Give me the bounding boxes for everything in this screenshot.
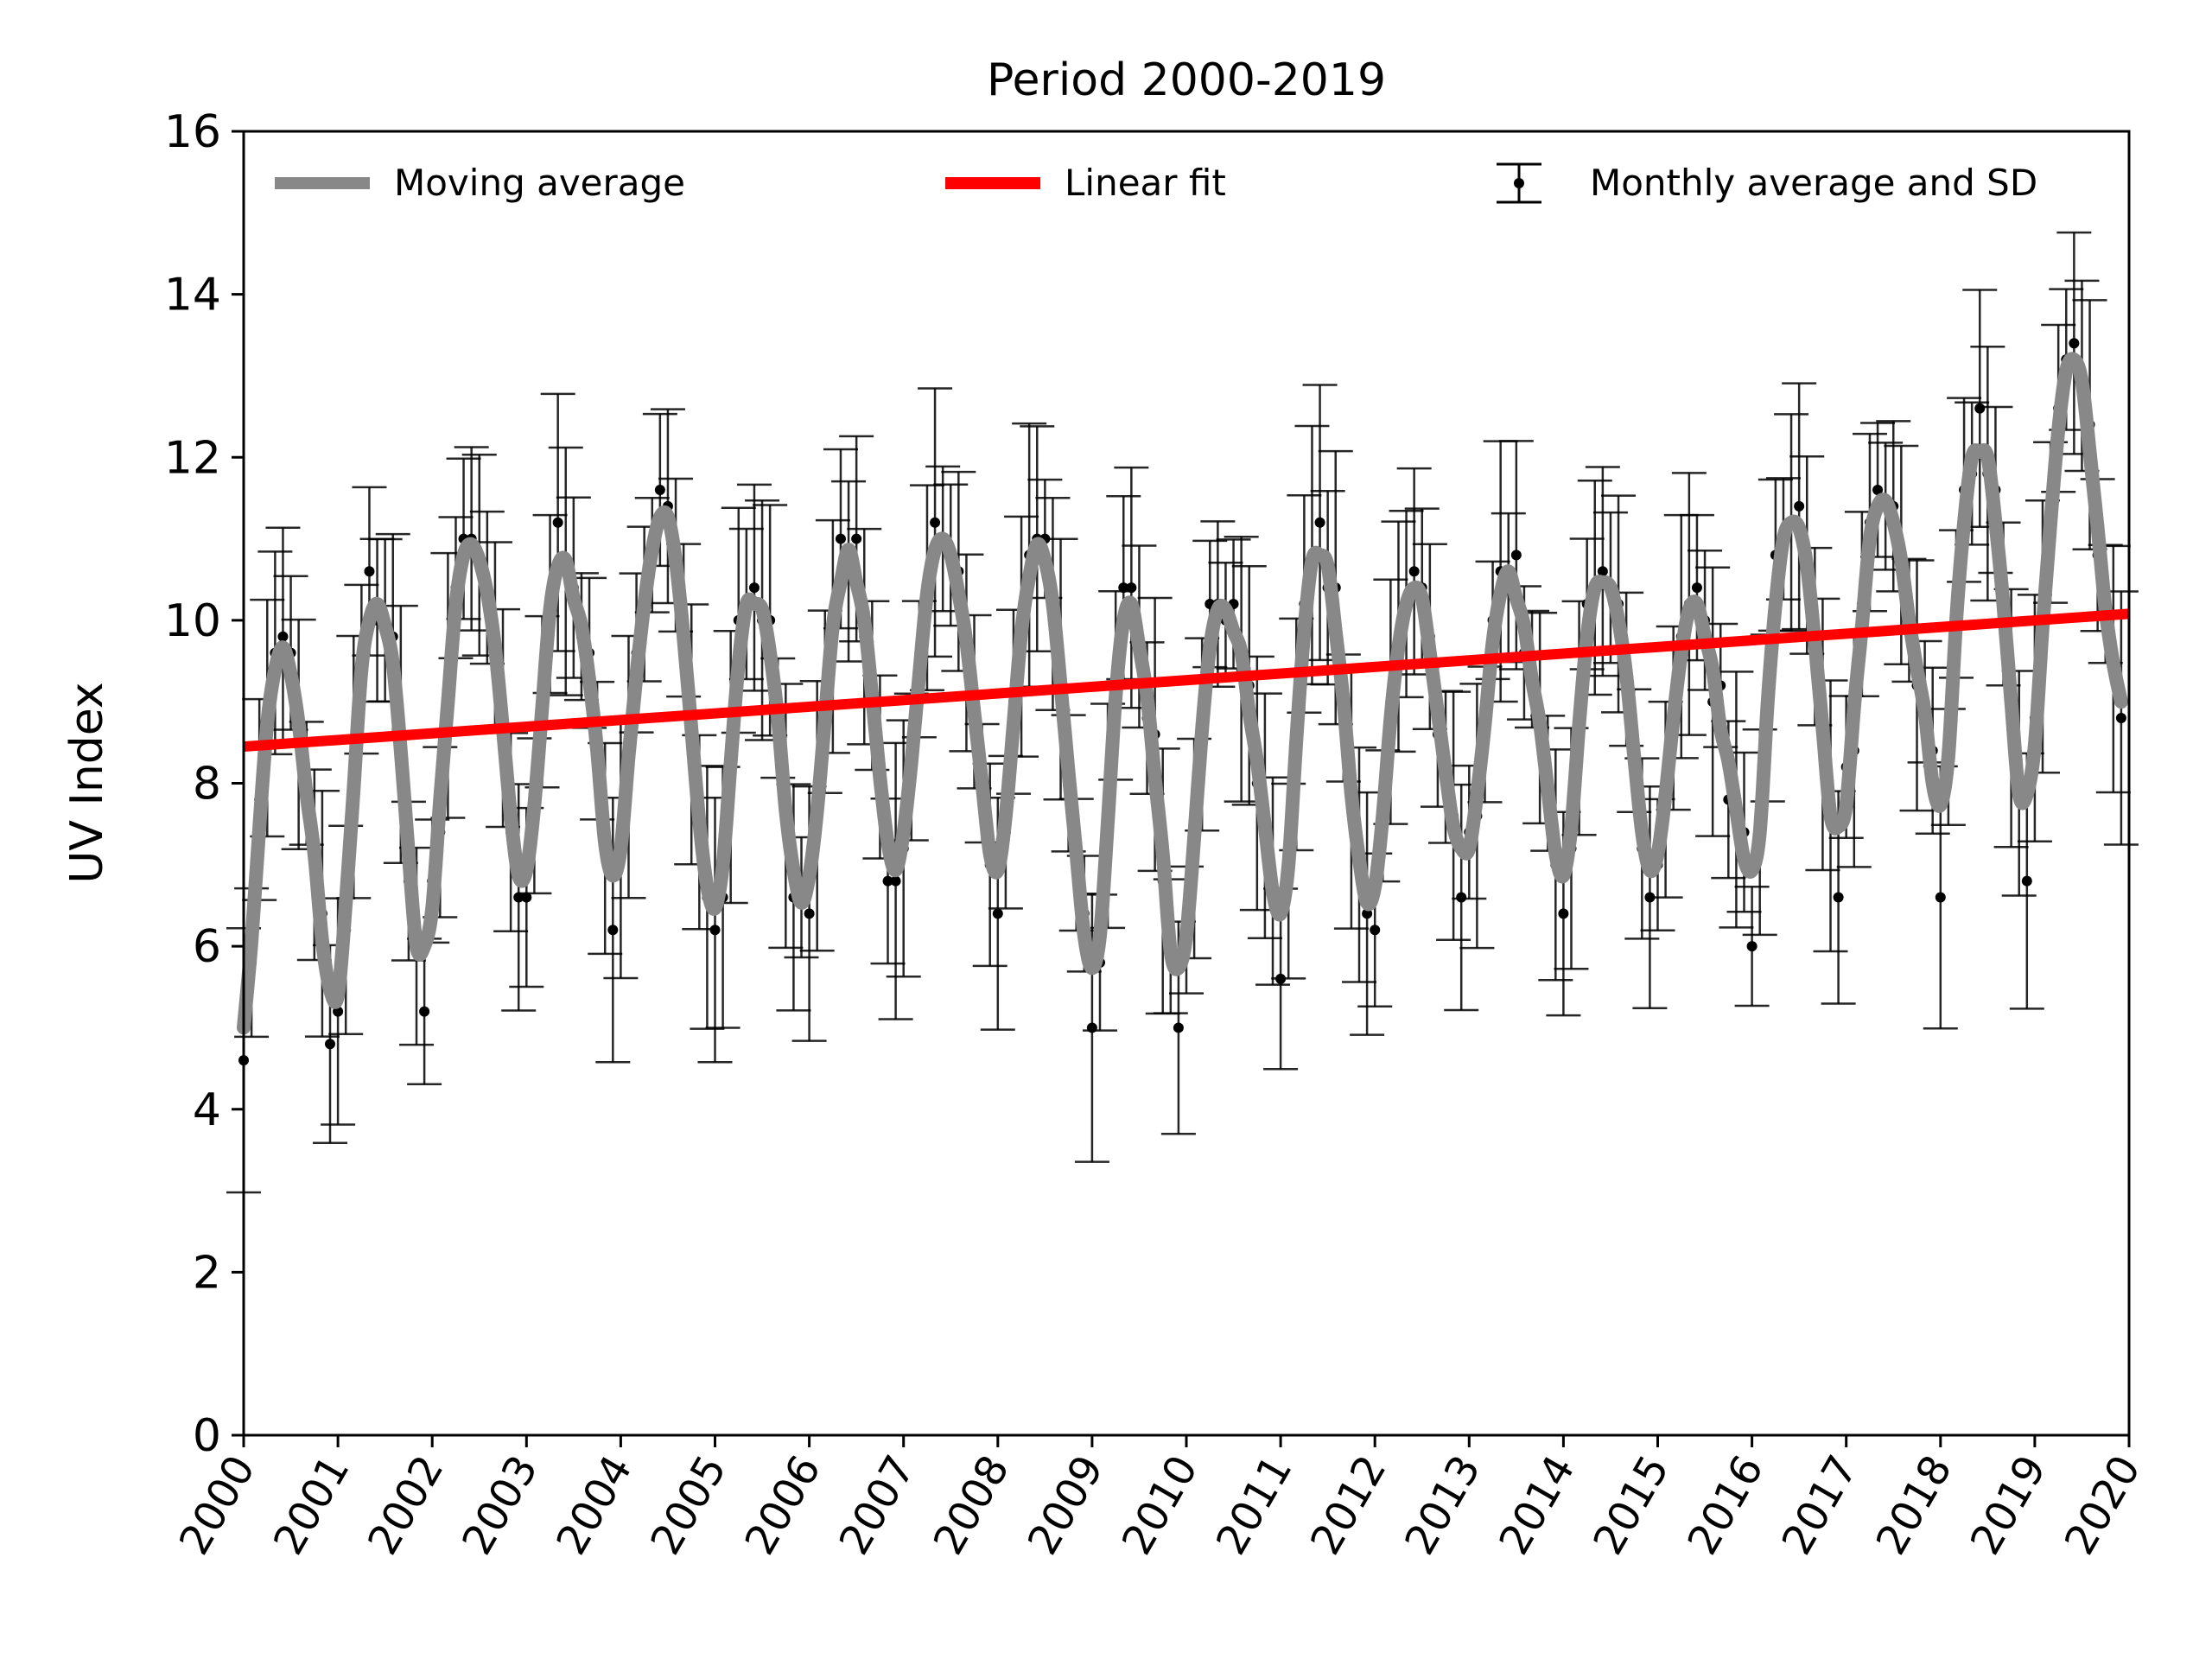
monthly-point xyxy=(277,631,289,642)
x-tick-label: 2005 xyxy=(641,1447,736,1563)
monthly-point xyxy=(1314,517,1325,528)
linear-fit-line xyxy=(243,608,2130,753)
x-tick-label: 2011 xyxy=(1207,1447,1302,1563)
y-tick-label: 6 xyxy=(193,921,221,973)
monthly-point xyxy=(709,925,721,936)
legend-linear-fit-label: Linear fit xyxy=(1065,162,1226,204)
y-tick-label: 8 xyxy=(193,759,221,810)
x-tick-label: 2000 xyxy=(170,1447,265,1563)
monthly-point xyxy=(1833,892,1844,903)
legend-monthly-swatch xyxy=(1497,162,1541,204)
monthly-point xyxy=(2115,713,2126,724)
monthly-point xyxy=(364,566,375,577)
monthly-point xyxy=(1558,908,1569,919)
x-tick-label: 2017 xyxy=(1773,1447,1868,1563)
x-tick-label: 2012 xyxy=(1301,1447,1396,1563)
monthly-point xyxy=(654,484,665,495)
monthly-point xyxy=(1691,582,1702,594)
y-axis: 0 2 4 6 8 10 12 14 16 xyxy=(164,106,244,1462)
monthly-point xyxy=(992,908,1003,919)
x-tick-label: 2008 xyxy=(925,1447,1020,1563)
legend-monthly-label: Monthly average and SD xyxy=(1590,162,2037,204)
y-tick-label: 16 xyxy=(164,106,221,158)
monthly-point xyxy=(2069,338,2080,349)
monthly-point xyxy=(1086,1022,1097,1033)
monthly-point xyxy=(1644,892,1656,903)
moving-average-line xyxy=(237,352,2128,1035)
monthly-point xyxy=(1597,566,1608,577)
monthly-point xyxy=(1974,403,1986,414)
monthly-point xyxy=(1275,973,1287,984)
y-tick-label: 10 xyxy=(164,595,221,647)
monthly-point xyxy=(552,517,563,528)
x-tick-label: 2018 xyxy=(1867,1447,1962,1563)
y-tick-label: 14 xyxy=(164,270,221,321)
x-tick-label: 2013 xyxy=(1395,1447,1491,1563)
monthly-point xyxy=(1510,550,1522,561)
x-axis: 2000 2001 2002 2003 2004 2005 2006 2007 2008 2009… xyxy=(170,1435,2151,1563)
x-tick-label: 2010 xyxy=(1113,1447,1208,1563)
monthly-point xyxy=(1872,484,1884,495)
monthly-point xyxy=(851,533,862,544)
monthly-point xyxy=(930,517,941,528)
monthly-point xyxy=(1408,566,1420,577)
x-tick-label: 2019 xyxy=(1961,1447,2056,1563)
monthly-point xyxy=(890,875,901,887)
monthly-point xyxy=(1746,941,1758,952)
x-tick-label: 2016 xyxy=(1678,1447,1773,1563)
x-tick-label: 2002 xyxy=(359,1447,454,1563)
monthly-point xyxy=(1794,500,1805,512)
monthly-point xyxy=(1935,892,1946,903)
monthly-point xyxy=(513,892,524,903)
monthly-point xyxy=(419,1006,430,1017)
monthly-point xyxy=(1173,1022,1184,1033)
legend-moving-average-label: Moving average xyxy=(394,162,685,204)
monthly-point xyxy=(1126,582,1137,594)
y-tick-label: 12 xyxy=(164,432,221,484)
monthly-point xyxy=(1370,925,1381,936)
x-tick-label: 2009 xyxy=(1019,1447,1114,1563)
x-tick-label: 2015 xyxy=(1584,1447,1679,1563)
y-tick-label: 2 xyxy=(193,1247,221,1299)
monthly-point xyxy=(748,582,760,594)
y-tick-label: 4 xyxy=(193,1084,221,1136)
monthly-point xyxy=(835,533,846,544)
x-tick-label: 2007 xyxy=(830,1447,925,1563)
x-tick-label: 2006 xyxy=(735,1447,830,1563)
x-tick-label: 2003 xyxy=(453,1447,548,1563)
y-axis-label: UV Index xyxy=(61,682,113,883)
monthly-point xyxy=(882,875,893,887)
x-tick-label: 2020 xyxy=(2056,1447,2151,1563)
y-tick-label: 0 xyxy=(193,1410,221,1462)
x-tick-label: 2004 xyxy=(547,1447,642,1563)
monthly-point xyxy=(1118,582,1129,594)
monthly-point xyxy=(2021,875,2032,887)
monthly-point xyxy=(1456,892,1467,903)
chart-title: Period 2000-2019 xyxy=(987,54,1386,106)
monthly-point xyxy=(804,908,815,919)
x-tick-label: 2001 xyxy=(264,1447,359,1563)
legend: Moving average Linear fit Monthly averag… xyxy=(275,162,2037,204)
monthly-point xyxy=(607,925,619,936)
x-tick-label: 2014 xyxy=(1490,1447,1585,1563)
monthly-point xyxy=(325,1039,336,1050)
monthly-point xyxy=(521,892,532,903)
